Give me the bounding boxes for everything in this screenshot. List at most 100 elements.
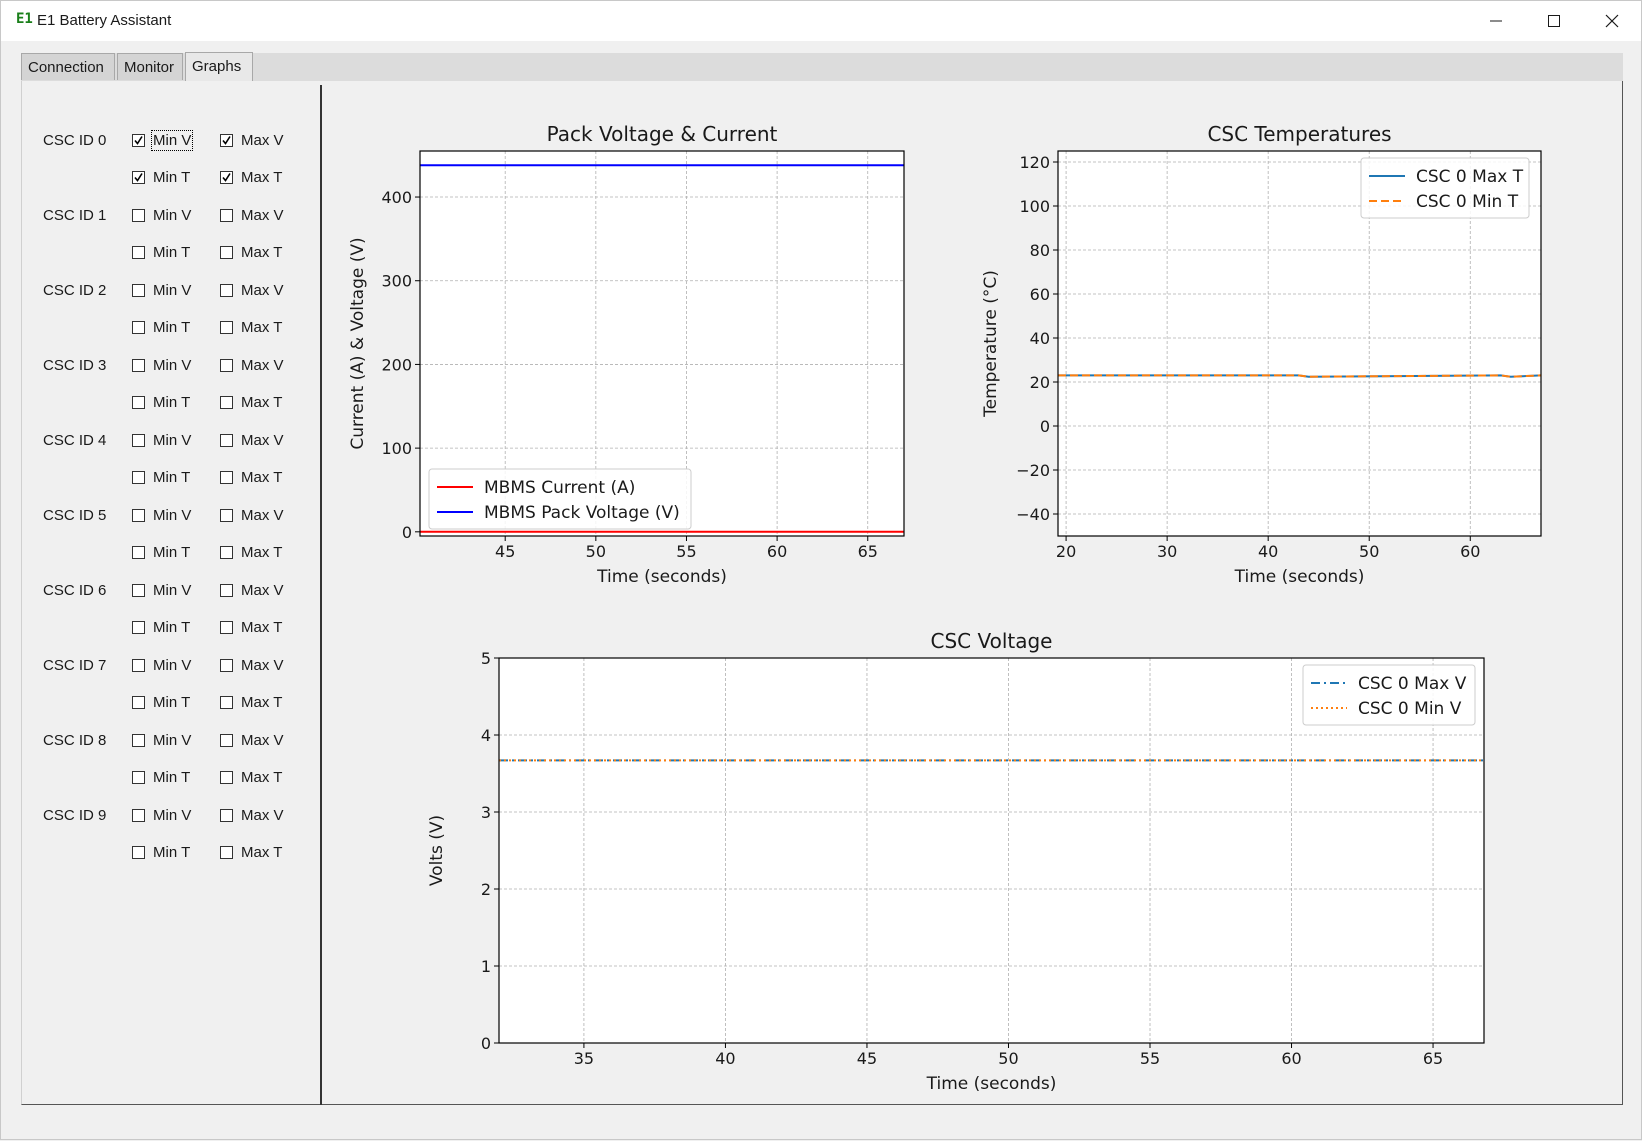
close-icon [1605, 14, 1619, 28]
checkbox-max-t-9[interactable] [220, 846, 233, 859]
app-icon: E1 [16, 11, 33, 27]
checkbox-label-max-t[interactable]: Max T [241, 619, 283, 636]
checkbox-label-min-t[interactable]: Min T [153, 469, 191, 486]
checkmark-icon [134, 173, 143, 182]
checkbox-label-max-v[interactable]: Max V [241, 732, 284, 749]
checkbox-label-min-t[interactable]: Min T [153, 694, 191, 711]
tab-monitor[interactable]: Monitor [117, 53, 183, 80]
checkbox-max-v-3[interactable] [220, 359, 233, 372]
checkbox-label-max-t[interactable]: Max T [241, 169, 283, 186]
tab-bar: Connection Monitor Graphs [21, 52, 1623, 81]
checkbox-max-v-4[interactable] [220, 434, 233, 447]
csc-id-label: CSC ID 0 [43, 132, 107, 149]
checkbox-label-max-v[interactable]: Max V [241, 582, 284, 599]
checkbox-max-t-2[interactable] [220, 321, 233, 334]
checkbox-label-min-v[interactable]: Min V [153, 582, 192, 599]
checkbox-label-max-t[interactable]: Max T [241, 319, 283, 336]
checkbox-max-t-7[interactable] [220, 696, 233, 709]
checkbox-min-v-4[interactable] [132, 434, 145, 447]
checkbox-max-t-4[interactable] [220, 471, 233, 484]
checkbox-label-max-v[interactable]: Max V [241, 282, 284, 299]
checkbox-min-t-1[interactable] [132, 246, 145, 259]
checkbox-label-max-t[interactable]: Max T [241, 769, 283, 786]
checkbox-max-t-8[interactable] [220, 771, 233, 784]
checkbox-label-min-v[interactable]: Min V [153, 282, 192, 299]
checkbox-label-min-t[interactable]: Min T [153, 619, 191, 636]
tab-connection[interactable]: Connection [21, 53, 115, 80]
checkbox-max-t-5[interactable] [220, 546, 233, 559]
maximize-icon [1548, 15, 1560, 27]
checkbox-label-min-v[interactable]: Min V [150, 130, 194, 151]
checkbox-max-v-2[interactable] [220, 284, 233, 297]
checkbox-label-max-t[interactable]: Max T [241, 244, 283, 261]
checkmark-icon [222, 136, 231, 145]
checkbox-max-v-0[interactable] [220, 134, 233, 147]
checkbox-label-min-t[interactable]: Min T [153, 169, 191, 186]
checkbox-label-max-v[interactable]: Max V [241, 207, 284, 224]
checkbox-label-min-v[interactable]: Min V [153, 507, 192, 524]
checkbox-label-max-t[interactable]: Max T [241, 844, 283, 861]
checkbox-label-min-v[interactable]: Min V [153, 732, 192, 749]
checkbox-label-min-t[interactable]: Min T [153, 844, 191, 861]
checkbox-max-t-0[interactable] [220, 171, 233, 184]
checkbox-min-t-9[interactable] [132, 846, 145, 859]
checkbox-min-v-7[interactable] [132, 659, 145, 672]
checkbox-max-v-8[interactable] [220, 734, 233, 747]
checkbox-label-max-v[interactable]: Max V [241, 507, 284, 524]
checkbox-min-t-5[interactable] [132, 546, 145, 559]
close-button[interactable] [1583, 1, 1641, 41]
checkbox-label-max-v[interactable]: Max V [241, 132, 284, 149]
checkbox-label-min-t[interactable]: Min T [153, 319, 191, 336]
csc-id-label: CSC ID 1 [43, 207, 107, 224]
title-bar[interactable]: E1 E1 Battery Assistant [1, 1, 1641, 41]
checkbox-label-min-v[interactable]: Min V [153, 657, 192, 674]
checkbox-label-min-t[interactable]: Min T [153, 394, 191, 411]
checkbox-min-t-7[interactable] [132, 696, 145, 709]
checkbox-min-t-2[interactable] [132, 321, 145, 334]
checkbox-label-max-t[interactable]: Max T [241, 544, 283, 561]
checkbox-max-v-9[interactable] [220, 809, 233, 822]
csc-id-label: CSC ID 3 [43, 357, 107, 374]
checkbox-min-v-8[interactable] [132, 734, 145, 747]
checkbox-label-min-v[interactable]: Min V [153, 807, 192, 824]
checkbox-min-t-6[interactable] [132, 621, 145, 634]
checkbox-label-max-t[interactable]: Max T [241, 394, 283, 411]
checkbox-min-v-1[interactable] [132, 209, 145, 222]
checkbox-min-v-3[interactable] [132, 359, 145, 372]
checkbox-max-t-6[interactable] [220, 621, 233, 634]
checkbox-min-t-8[interactable] [132, 771, 145, 784]
checkbox-label-min-v[interactable]: Min V [153, 432, 192, 449]
checkbox-min-v-0[interactable] [132, 134, 145, 147]
checkbox-min-v-9[interactable] [132, 809, 145, 822]
checkbox-min-v-5[interactable] [132, 509, 145, 522]
checkbox-label-max-t[interactable]: Max T [241, 694, 283, 711]
checkbox-label-min-t[interactable]: Min T [153, 544, 191, 561]
checkbox-min-t-4[interactable] [132, 471, 145, 484]
checkbox-label-max-v[interactable]: Max V [241, 357, 284, 374]
checkbox-min-t-0[interactable] [132, 171, 145, 184]
tab-graphs[interactable]: Graphs [185, 52, 253, 81]
minimize-button[interactable] [1467, 1, 1525, 41]
checkbox-label-max-t[interactable]: Max T [241, 469, 283, 486]
checkbox-max-v-1[interactable] [220, 209, 233, 222]
checkbox-label-max-v[interactable]: Max V [241, 657, 284, 674]
checkbox-min-v-6[interactable] [132, 584, 145, 597]
checkbox-label-min-t[interactable]: Min T [153, 769, 191, 786]
checkbox-max-t-1[interactable] [220, 246, 233, 259]
checkbox-max-v-6[interactable] [220, 584, 233, 597]
checkbox-label-max-v[interactable]: Max V [241, 807, 284, 824]
checkbox-label-min-v[interactable]: Min V [153, 357, 192, 374]
maximize-button[interactable] [1525, 1, 1583, 41]
csc-id-label: CSC ID 9 [43, 807, 107, 824]
csc-id-label: CSC ID 8 [43, 732, 107, 749]
checkbox-min-t-3[interactable] [132, 396, 145, 409]
checkbox-max-v-5[interactable] [220, 509, 233, 522]
checkbox-label-min-v[interactable]: Min V [153, 207, 192, 224]
checkbox-max-t-3[interactable] [220, 396, 233, 409]
checkbox-label-min-t[interactable]: Min T [153, 244, 191, 261]
checkbox-max-v-7[interactable] [220, 659, 233, 672]
checkbox-label-max-v[interactable]: Max V [241, 432, 284, 449]
csc-id-label: CSC ID 5 [43, 507, 107, 524]
checkbox-min-v-2[interactable] [132, 284, 145, 297]
